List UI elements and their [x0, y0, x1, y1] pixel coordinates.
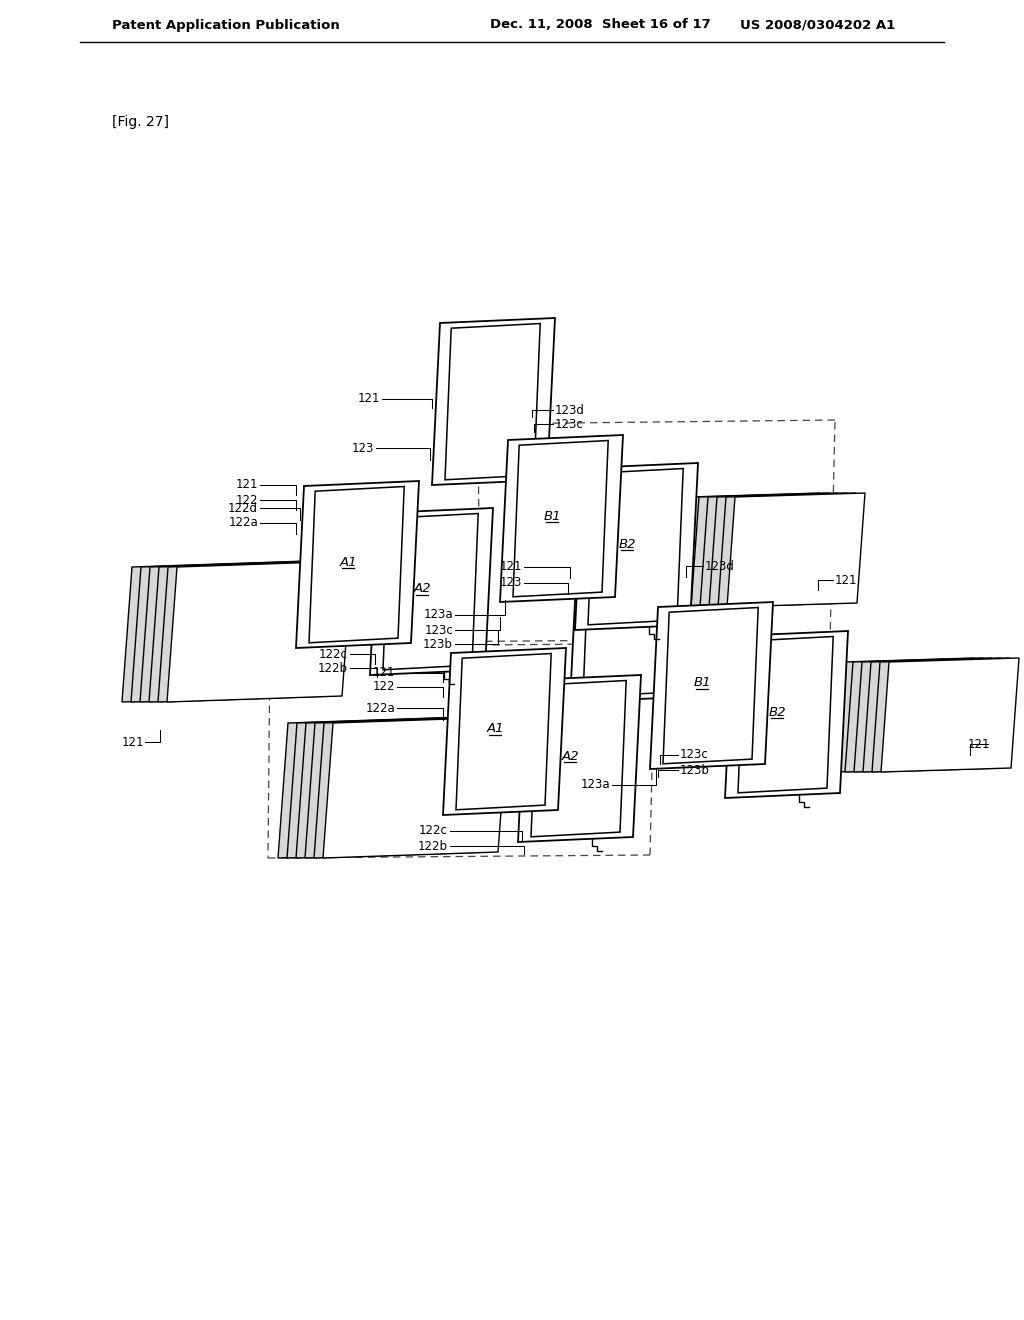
Text: Dec. 11, 2008  Sheet 16 of 17: Dec. 11, 2008 Sheet 16 of 17 [490, 18, 711, 32]
Polygon shape [432, 318, 555, 484]
Text: B2: B2 [768, 705, 785, 718]
Text: 123d: 123d [555, 404, 585, 417]
Polygon shape [575, 463, 698, 630]
Polygon shape [296, 480, 419, 648]
Polygon shape [296, 717, 481, 858]
Text: 123a: 123a [581, 779, 610, 792]
Text: 122b: 122b [318, 661, 348, 675]
Text: 121: 121 [357, 392, 380, 405]
Text: 121: 121 [968, 738, 990, 751]
Polygon shape [691, 492, 829, 607]
Text: 123b: 123b [680, 763, 710, 776]
Text: 122c: 122c [319, 648, 348, 660]
Polygon shape [872, 657, 1010, 772]
Polygon shape [370, 508, 493, 675]
Text: 121: 121 [122, 735, 144, 748]
Polygon shape [167, 561, 352, 702]
Text: 122: 122 [236, 494, 258, 507]
Text: Patent Application Publication: Patent Application Publication [112, 18, 340, 32]
Polygon shape [518, 675, 641, 842]
Text: US 2008/0304202 A1: US 2008/0304202 A1 [740, 18, 895, 32]
Polygon shape [863, 657, 1001, 772]
Polygon shape [727, 492, 865, 607]
Polygon shape [531, 681, 627, 837]
Polygon shape [122, 561, 307, 702]
Text: 123b: 123b [423, 638, 453, 651]
Text: 121: 121 [236, 479, 258, 491]
Text: 123c: 123c [424, 623, 453, 636]
Polygon shape [700, 492, 838, 607]
Polygon shape [650, 602, 773, 770]
Polygon shape [583, 540, 678, 697]
Polygon shape [738, 636, 834, 793]
Polygon shape [287, 717, 472, 858]
Polygon shape [570, 535, 693, 702]
Polygon shape [836, 657, 974, 772]
Polygon shape [383, 513, 478, 669]
Polygon shape [854, 657, 992, 772]
Polygon shape [445, 323, 541, 479]
Polygon shape [500, 436, 623, 602]
Polygon shape [588, 469, 683, 624]
Text: 123d: 123d [705, 560, 735, 573]
Polygon shape [323, 717, 508, 858]
Polygon shape [150, 561, 334, 702]
Text: 123: 123 [500, 577, 522, 590]
Text: B1: B1 [693, 676, 711, 689]
Text: 123: 123 [351, 441, 374, 454]
Text: 122: 122 [373, 681, 395, 693]
Text: A2: A2 [561, 750, 579, 763]
Polygon shape [845, 657, 983, 772]
Polygon shape [725, 631, 848, 799]
Polygon shape [314, 717, 499, 858]
Text: 122a: 122a [228, 516, 258, 529]
Text: [Fig. 27]: [Fig. 27] [112, 115, 169, 129]
Text: 123c: 123c [680, 748, 709, 762]
Text: 121: 121 [373, 667, 395, 680]
Text: 122b: 122b [418, 840, 449, 853]
Text: A1: A1 [339, 556, 356, 569]
Text: 121: 121 [835, 573, 857, 586]
Polygon shape [140, 561, 325, 702]
Text: A1: A1 [486, 722, 504, 735]
Polygon shape [305, 717, 490, 858]
Polygon shape [443, 648, 566, 814]
Text: 123c: 123c [555, 417, 584, 430]
Text: 122d: 122d [228, 502, 258, 515]
Text: B1: B1 [544, 510, 561, 523]
Text: 122c: 122c [419, 825, 449, 837]
Polygon shape [718, 492, 856, 607]
Text: 121: 121 [500, 561, 522, 573]
Polygon shape [131, 561, 316, 702]
Polygon shape [456, 653, 551, 809]
Polygon shape [709, 492, 847, 607]
Polygon shape [158, 561, 343, 702]
Polygon shape [663, 607, 758, 764]
Polygon shape [278, 717, 463, 858]
Text: 122a: 122a [366, 701, 395, 714]
Text: B2: B2 [618, 537, 636, 550]
Polygon shape [682, 492, 820, 607]
Polygon shape [881, 657, 1019, 772]
Polygon shape [309, 487, 404, 643]
Text: A2: A2 [414, 582, 431, 595]
Text: 123a: 123a [423, 609, 453, 622]
Polygon shape [513, 441, 608, 597]
